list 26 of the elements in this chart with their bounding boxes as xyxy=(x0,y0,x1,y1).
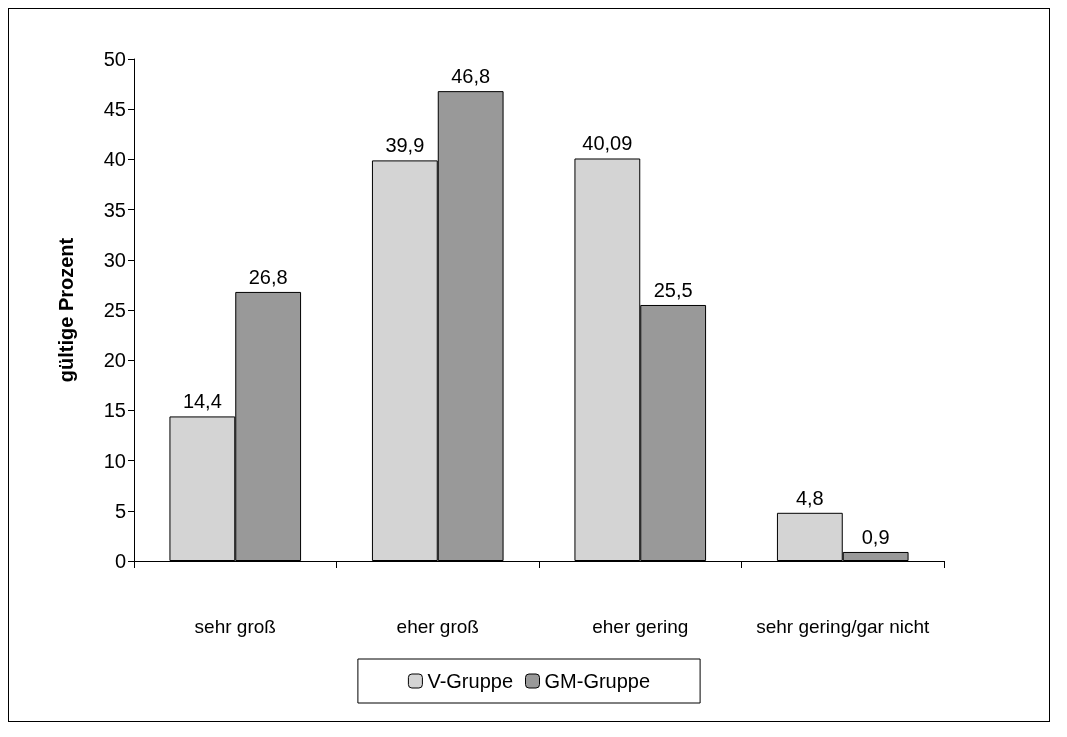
legend-label: GM-Gruppe xyxy=(544,670,651,692)
y-tick-label: 25 xyxy=(103,299,126,321)
y-tick-label: 10 xyxy=(103,449,126,472)
y-tick-label: 5 xyxy=(114,499,126,522)
data-label: 25,5 xyxy=(653,278,693,301)
x-tick-label: eher gering xyxy=(592,615,689,637)
y-tick-label: 40 xyxy=(103,148,126,171)
x-tick-label: eher groß xyxy=(396,615,479,637)
y-tick-label: 50 xyxy=(103,48,126,70)
data-label: 14,4 xyxy=(182,390,222,413)
data-label: 39,9 xyxy=(385,134,425,157)
data-label: 46,8 xyxy=(451,65,491,88)
data-label: 0,9 xyxy=(861,525,890,548)
x-tick-label: sehr groß xyxy=(194,615,276,637)
y-tick-label: 0 xyxy=(114,550,126,572)
y-tick-label: 35 xyxy=(103,198,126,221)
y-axis-title: gültige Prozent xyxy=(55,237,77,383)
data-label: 26,8 xyxy=(248,265,288,288)
data-label: 4,8 xyxy=(795,486,824,509)
y-tick-label: 20 xyxy=(103,349,126,372)
y-tick-label: 15 xyxy=(103,399,126,422)
legend-label: V-Gruppe xyxy=(427,670,514,692)
data-label: 40,09 xyxy=(582,132,633,155)
y-tick-label: 45 xyxy=(103,98,126,121)
x-tick-label: sehr gering/gar nicht xyxy=(756,615,931,637)
y-tick-label: 30 xyxy=(103,248,126,271)
